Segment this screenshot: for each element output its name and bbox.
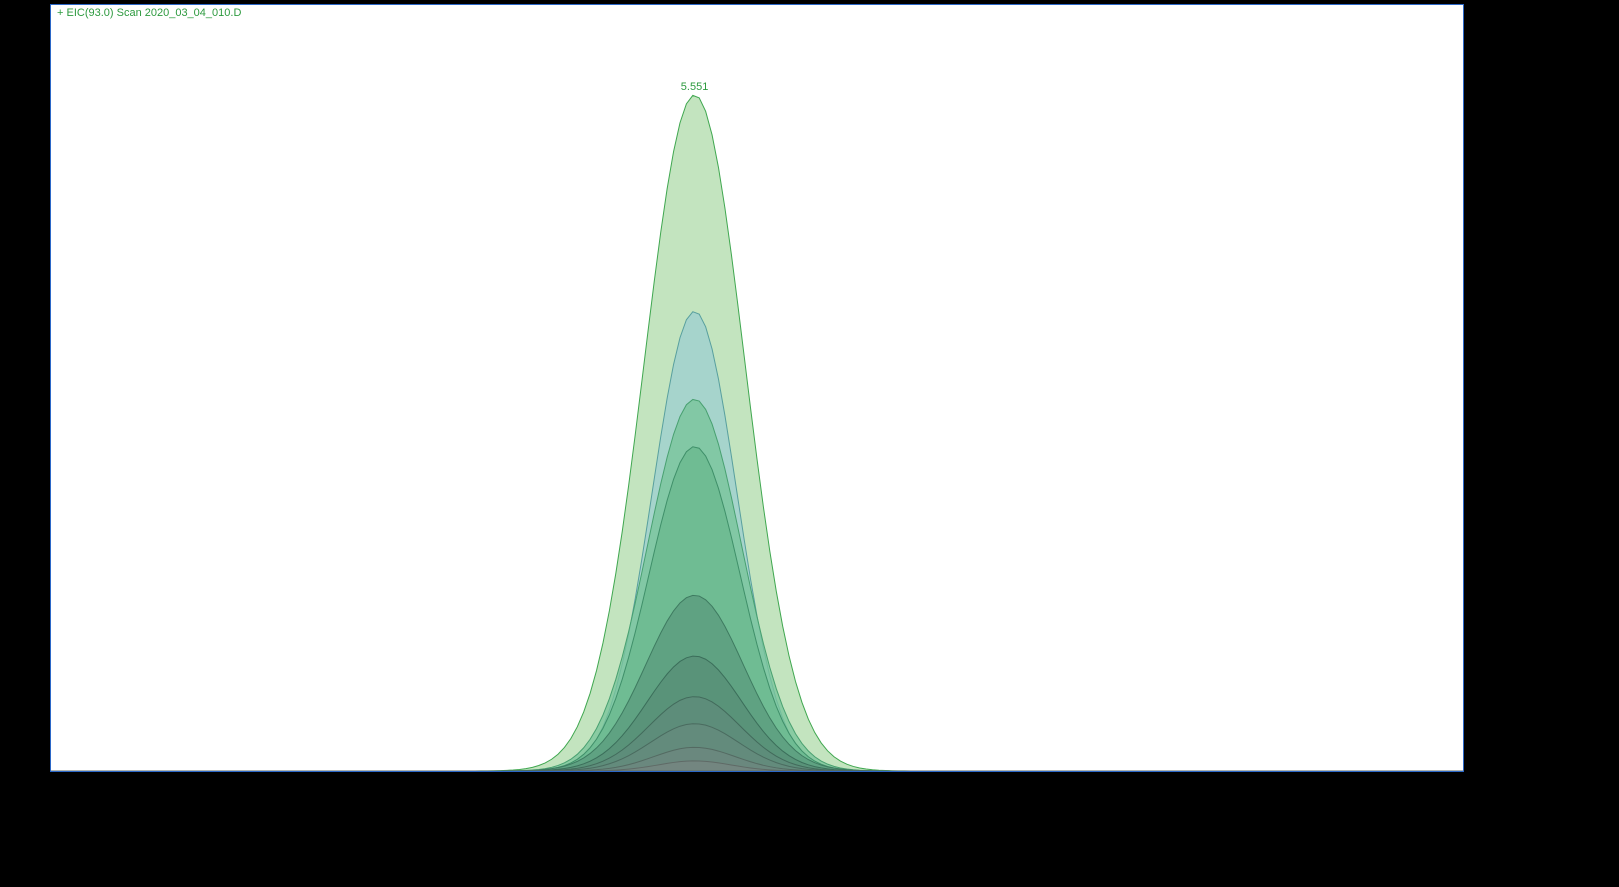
chromatogram-svg <box>51 5 1463 771</box>
plot-title: + EIC(93.0) Scan 2020_03_04_010.D <box>57 7 241 19</box>
peak-apex-label: 5.551 <box>681 81 709 93</box>
chromatogram-panel[interactable]: + EIC(93.0) Scan 2020_03_04_010.D 5.551 <box>50 4 1464 772</box>
